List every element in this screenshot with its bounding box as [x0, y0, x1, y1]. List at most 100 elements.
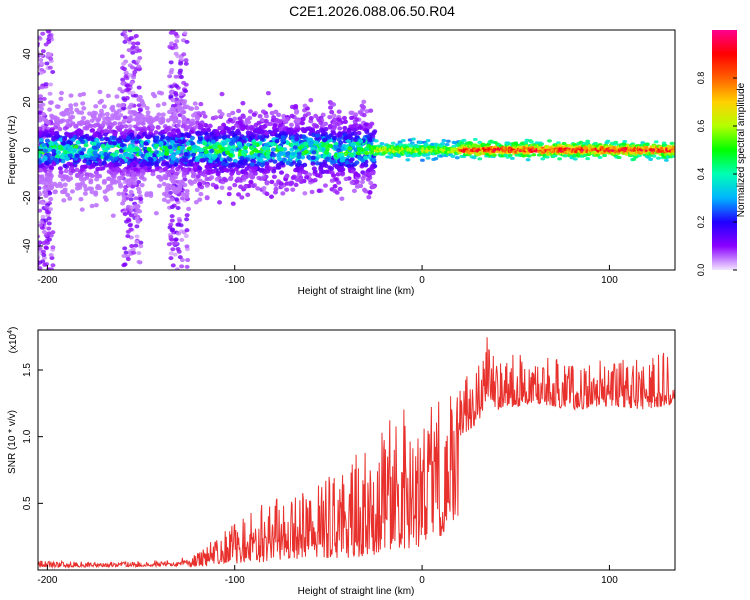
spectrogram-cell: [38, 133, 43, 138]
spectrogram-cell: [112, 171, 118, 176]
spectrogram-cell: [526, 154, 532, 158]
spectrogram-cell: [184, 228, 190, 233]
spectrogram-cell: [177, 164, 183, 169]
spectrogram-cell: [160, 134, 166, 139]
snr-multiplier: (x104): [7, 327, 19, 354]
spectrogram-cell: [239, 155, 245, 161]
spectrogram-cell: [271, 115, 277, 120]
spectrogram-cell: [129, 132, 135, 138]
spectrogram-cell: [146, 147, 152, 152]
spectrogram-cell: [199, 158, 205, 163]
spectrogram-cell: [88, 178, 94, 183]
spectrogram-cell: [327, 114, 333, 120]
spectrogram-cell: [62, 182, 68, 187]
spectrogram-cell: [183, 168, 189, 173]
spectrogram-cell: [648, 157, 654, 161]
spectrogram-cell: [100, 123, 106, 128]
spectrogram-cell: [160, 112, 166, 117]
spectrogram-cell: [230, 110, 236, 116]
spectrogram-cell: [283, 119, 289, 124]
spectrogram-cell: [310, 155, 316, 160]
spectrogram-cell: [167, 225, 173, 230]
spectrogram-cell: [251, 112, 257, 117]
spectrogram-cell: [183, 89, 189, 94]
spectrogram-cell: [94, 177, 100, 182]
spectrogram-cell: [359, 179, 365, 185]
spectrogram-cell: [118, 153, 124, 159]
spectrogram-cell: [50, 230, 56, 235]
spectrogram-cell: [227, 186, 233, 191]
spectrogram-cell: [249, 162, 255, 167]
spectrogram-cell: [127, 30, 133, 33]
spectrogram-cell: [405, 158, 411, 162]
spectrogram-cell: [227, 117, 233, 123]
spectrogram-cell: [267, 103, 273, 108]
spectrogram-cell: [120, 172, 126, 177]
spectrogram-cell: [39, 220, 45, 225]
spectrogram-cell: [459, 141, 465, 145]
spectrogram-cell: [390, 141, 396, 145]
spectrogram-cell: [284, 174, 290, 179]
spectrogram-cell: [188, 162, 194, 167]
spectrogram-cell: [356, 130, 362, 136]
spectrogram-cell: [340, 146, 346, 151]
spectrogram-cell: [40, 214, 46, 219]
spectrogram-cell: [146, 165, 152, 170]
spectrogram-cell: [184, 191, 190, 196]
spectrogram-cell: [237, 159, 243, 165]
spectrogram-cell: [136, 251, 142, 256]
spectrogram-cell: [48, 35, 54, 40]
spectrogram-cell: [49, 267, 55, 270]
spectrogram-cell: [85, 160, 91, 166]
spectrogram-cell: [45, 240, 51, 245]
spectrogram-cell: [137, 117, 143, 122]
spectrogram-cell: [125, 257, 131, 262]
spectrogram-cell: [242, 184, 248, 190]
spectrogram-cell: [32, 85, 37, 89]
spectrogram-cell: [123, 250, 129, 255]
spectrogram-cell: [101, 104, 107, 109]
spectrogram-cell: [278, 181, 284, 186]
spectrogram-cell: [133, 243, 139, 248]
spectrogram-cell: [353, 180, 359, 185]
spectrogram-cell: [150, 91, 156, 97]
spectrogram-cell: [252, 141, 258, 146]
spectrogram-cell: [97, 89, 103, 95]
spectrogram-cell: [349, 115, 355, 121]
spectrogram-cell: [73, 102, 79, 107]
spectrogram-cell: [323, 121, 329, 127]
spectrogram-cell: [461, 138, 467, 142]
spectrogram-cell: [58, 170, 64, 175]
spectrogram-cell: [557, 157, 562, 161]
spectrogram-cell: [363, 155, 369, 160]
spectrogram-cell: [68, 115, 74, 120]
spectrogram-cell: [125, 234, 131, 239]
spectrogram-cell: [51, 161, 57, 167]
spectrogram-cell: [156, 183, 162, 189]
spectrogram-cell: [348, 152, 354, 157]
spectrogram-cell: [285, 160, 291, 166]
spectrogram-cell: [39, 61, 45, 66]
spectrogram-cell: [40, 201, 46, 206]
spectrogram-cell: [138, 113, 144, 118]
spectrogram-cell: [182, 31, 188, 36]
spectrogram-cell: [38, 266, 43, 270]
spectrogram-cell: [170, 247, 176, 252]
spectrogram-cell: [259, 167, 265, 173]
spectrogram-cell: [118, 113, 124, 118]
spectrogram-cell: [126, 87, 132, 92]
spectrogram-cell: [165, 199, 171, 204]
spectrogram-cell: [196, 111, 202, 116]
spectrogram-cell: [116, 108, 122, 113]
spectrogram-cell: [32, 153, 37, 157]
spectrogram-cell: [477, 140, 483, 145]
spectrogram-cell: [179, 145, 185, 151]
spectrogram-cell: [178, 223, 184, 228]
spectrogram-cell: [656, 156, 661, 160]
spectrogram-cell: [334, 121, 340, 126]
spectrogram-cell: [300, 116, 306, 122]
spectrogram-cell: [425, 156, 431, 160]
spectrogram-cell: [169, 214, 175, 219]
spectrogram-cell: [302, 191, 308, 196]
spectrogram-cell: [124, 147, 130, 153]
